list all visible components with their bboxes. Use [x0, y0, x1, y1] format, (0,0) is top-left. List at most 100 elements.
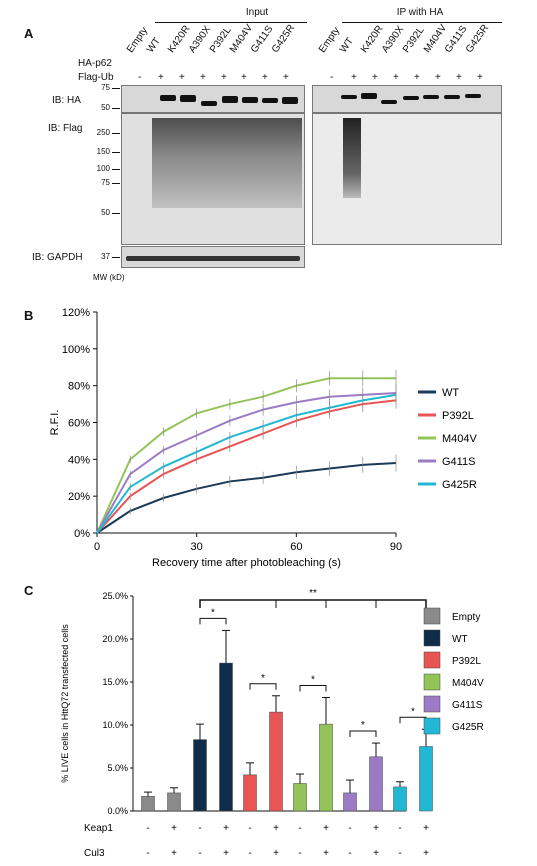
pair-significance: *: [261, 673, 265, 684]
top-significance: **: [309, 588, 317, 599]
ip-group-line: [342, 22, 502, 23]
y-tick-label: 20.0%: [102, 634, 128, 644]
band: [262, 98, 278, 103]
legend-label: G411S: [442, 456, 475, 468]
input-gapdh-blot: [121, 246, 305, 268]
viability-bar-chart: 0.0% 5.0% 10.0% 15.0% 20.0% 25.0% % LIVE cells…: [60, 588, 484, 859]
mw-tick: [112, 183, 120, 184]
pair-bracket: [249, 683, 277, 690]
x-tick-label: 0: [94, 541, 100, 553]
input-lane-label: Empty: [124, 25, 151, 55]
keap1-sign: -: [248, 823, 251, 834]
series-line-g411s: [96, 392, 397, 534]
legend-swatch: [423, 673, 441, 691]
legend-swatch: [423, 629, 441, 647]
keap1-sign: -: [348, 823, 351, 834]
flag-sign: +: [158, 72, 164, 83]
ip-lane-label: G425R: [463, 22, 492, 55]
y-tick-label: 80%: [68, 381, 90, 393]
y-tick-label: 60%: [68, 418, 90, 430]
y-tick-label: 15.0%: [102, 677, 128, 687]
bar-g411s: [369, 756, 383, 812]
pair-bracket: [299, 684, 327, 692]
band: [180, 95, 196, 102]
y-tick-label: 20%: [68, 491, 90, 503]
ip-ha-blot: [312, 85, 502, 113]
series-line-g425r: [96, 393, 397, 534]
cul3-sign: -: [146, 848, 149, 859]
x-tick-label: 60: [290, 541, 302, 553]
cul3-sign: -: [298, 848, 301, 859]
flag-sign: +: [456, 72, 462, 83]
bar-m404v: [319, 723, 333, 812]
band: [403, 96, 419, 100]
pair-significance: *: [211, 607, 215, 618]
legend-swatch: [423, 651, 441, 669]
panel-c-letter: C: [24, 583, 34, 598]
flag-sign: +: [283, 72, 289, 83]
flag-sign: +: [351, 72, 357, 83]
input-flag-blot: [121, 113, 305, 245]
bar-g425r: [419, 746, 433, 812]
cul3-sign: +: [273, 848, 279, 859]
band: [126, 256, 300, 261]
band: [381, 100, 397, 104]
flag-sign: +: [241, 72, 247, 83]
bar-empty: [167, 792, 181, 812]
ip-lane-label: WT: [337, 35, 356, 55]
ip-flag-blot: [312, 113, 502, 245]
legend-label: P392L: [452, 656, 481, 667]
mw-marker: 75: [101, 178, 110, 187]
ip-group-label: IP with HA: [396, 7, 444, 18]
pair-significance: *: [311, 674, 315, 685]
series-line-wt: [96, 462, 397, 534]
legend-label: WT: [442, 387, 459, 399]
keap1-sign: +: [223, 823, 229, 834]
flag-sign: +: [262, 72, 268, 83]
ib-flag-label: IB: Flag: [48, 123, 83, 134]
legend-swatch: [423, 607, 441, 625]
mw-tick: [112, 213, 120, 214]
bar-g411s: [343, 792, 357, 812]
y-tick-label: 0%: [74, 528, 90, 540]
mw-label: MW (kD): [93, 273, 125, 282]
flag-sign: -: [330, 72, 334, 83]
legend-label: M404V: [442, 433, 478, 445]
band: [423, 95, 439, 99]
band: [361, 93, 377, 99]
y-tick-label: 0.0%: [107, 806, 128, 816]
legend-label: G411S: [452, 700, 483, 711]
legend-label: M404V: [452, 678, 484, 689]
y-tick-label: 40%: [68, 454, 90, 466]
series-line-m404v: [96, 377, 396, 534]
pair-significance: *: [411, 706, 415, 717]
flag-sign: +: [414, 72, 420, 83]
flag-sign: +: [393, 72, 399, 83]
y-tick-label: 120%: [62, 307, 90, 319]
band: [201, 101, 217, 106]
pair-bracket: [199, 617, 227, 625]
cul3-sign: -: [348, 848, 351, 859]
flag-sign: +: [200, 72, 206, 83]
cul3-sign: -: [398, 848, 401, 859]
cul3-sign: +: [171, 848, 177, 859]
keap1-sign: -: [146, 823, 149, 834]
keap1-sign: +: [323, 823, 329, 834]
x-axis-label: Recovery time after photobleaching (s): [152, 557, 341, 569]
input-ha-blot: [121, 85, 305, 113]
legend-label: G425R: [452, 722, 484, 733]
band: [465, 94, 481, 98]
mw-tick: [112, 133, 120, 134]
cul3-sign: -: [198, 848, 201, 859]
smear: [343, 118, 361, 198]
top-bracket: [199, 599, 427, 608]
flag-sign: +: [477, 72, 483, 83]
band: [341, 95, 357, 99]
y-tick-label: 5.0%: [107, 763, 128, 773]
bar-g425r: [393, 786, 407, 812]
legend-label: WT: [452, 634, 468, 645]
cul3-sign: +: [323, 848, 329, 859]
mw-tick: [112, 257, 120, 258]
bar-m404v: [293, 783, 307, 812]
ip-lane-label: Empty: [316, 25, 343, 55]
